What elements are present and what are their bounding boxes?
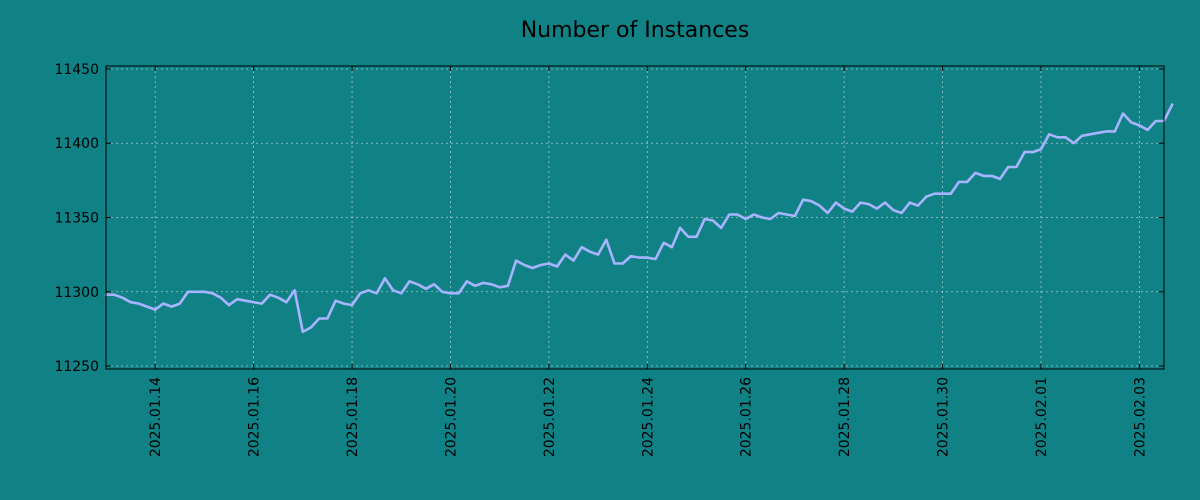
y-tick-label: 11350: [54, 211, 99, 227]
x-axis: 2025.01.14 2025.01.16 2025.01.18 2025.01.20…: [148, 66, 1148, 457]
x-tick-label: 2025.01.18: [345, 377, 361, 457]
gridlines: [106, 66, 1164, 369]
x-tick-label: 2025.02.03: [1132, 377, 1148, 457]
y-tick-label: 11450: [54, 62, 99, 78]
x-tick-label: 2025.01.26: [739, 377, 755, 457]
x-tick-label: 2025.01.22: [542, 377, 558, 457]
x-tick-label: 2025.01.14: [148, 377, 164, 457]
x-tick-label: 2025.01.28: [837, 377, 853, 457]
x-tick-label: 2025.01.16: [247, 377, 263, 457]
chart-title: Number of Instances: [521, 18, 750, 43]
y-tick-label: 11400: [54, 136, 99, 152]
x-tick-label: 2025.01.20: [443, 377, 459, 457]
plot-area-frame: [105, 65, 1165, 370]
series-layer: [104, 103, 1174, 334]
y-tick-label: 11250: [54, 359, 99, 375]
series-line: [104, 103, 1174, 334]
y-axis: 11250 11300 11350 11400 11450: [54, 62, 1164, 375]
x-tick-label: 2025.01.24: [640, 377, 656, 457]
y-tick-label: 11300: [54, 285, 99, 301]
x-tick-label: 2025.02.01: [1034, 377, 1050, 457]
x-tick-label: 2025.01.30: [936, 377, 952, 457]
